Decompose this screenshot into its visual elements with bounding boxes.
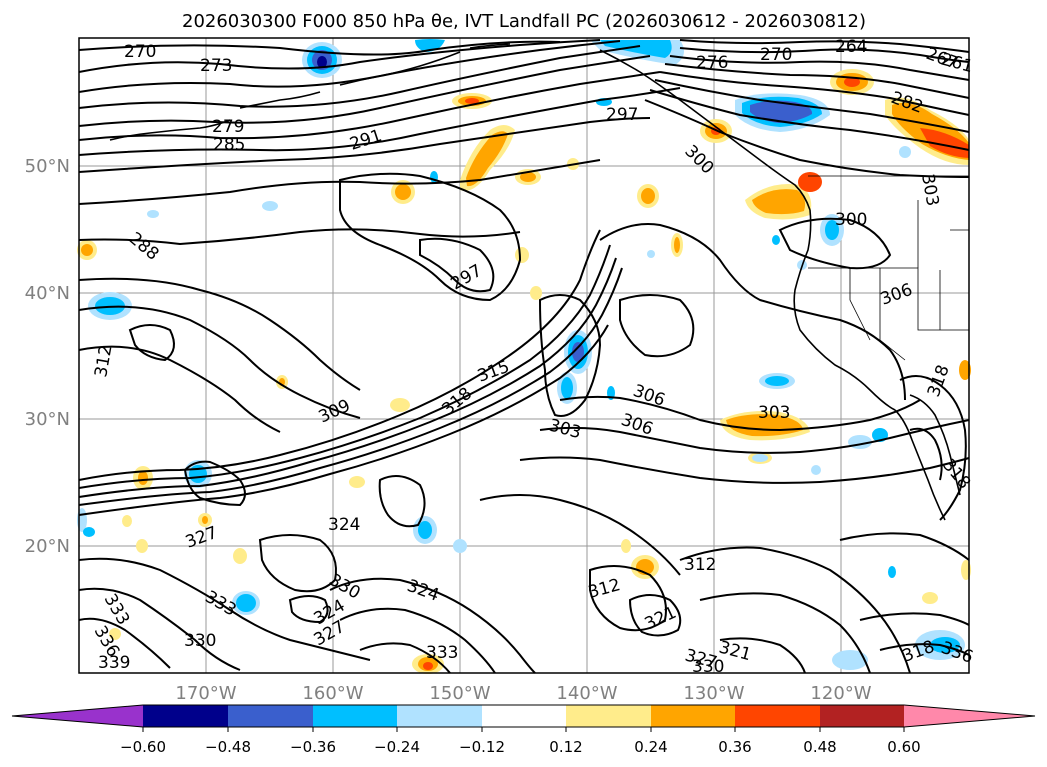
colorbar-ticks bbox=[142, 727, 905, 732]
contour-label: 264 bbox=[835, 37, 867, 57]
map-title: 2026030300 F000 850 hPa θe, IVT Landfall… bbox=[182, 11, 866, 32]
colorbar-segment bbox=[566, 705, 651, 727]
map-frame bbox=[78, 37, 970, 674]
contour-label: 276 bbox=[696, 53, 728, 73]
colorbar-tick-label: −0.12 bbox=[459, 738, 505, 756]
colorbar-upper-extension bbox=[904, 705, 1035, 727]
colorbar-tick-label: −0.24 bbox=[374, 738, 420, 756]
latitude-labels: 50°N 40°N 30°N 20°N bbox=[25, 156, 70, 557]
lon-label-150w: 150°W bbox=[429, 683, 490, 704]
colorbar-tick-label: 0.36 bbox=[718, 738, 751, 756]
lon-label-160w: 160°W bbox=[302, 683, 363, 704]
negative-anomaly-patches bbox=[77, 39, 965, 670]
colorbar-segment bbox=[228, 705, 313, 727]
state-borders bbox=[808, 175, 969, 361]
lon-label-170w: 170°W bbox=[175, 683, 236, 704]
map-plot-area bbox=[79, 38, 969, 673]
colorbar-tick-label: −0.48 bbox=[205, 738, 251, 756]
colorbar: −0.60 −0.48 −0.36 −0.24 −0.12 0.12 0.24 … bbox=[11, 704, 1036, 756]
lat-label-50n: 50°N bbox=[25, 156, 70, 177]
contour-label: 270 bbox=[124, 42, 156, 62]
colorbar-tick-label: 0.48 bbox=[803, 738, 836, 756]
lon-label-140w: 140°W bbox=[556, 683, 617, 704]
coastlines bbox=[109, 43, 961, 521]
colorbar-segment bbox=[397, 705, 482, 727]
map-gridlines bbox=[79, 38, 969, 673]
colorbar-tick-label: 0.24 bbox=[634, 738, 667, 756]
contour-label: 300 bbox=[835, 210, 867, 230]
contour-label: 270 bbox=[760, 45, 792, 65]
contour-label: 303 bbox=[758, 403, 790, 423]
contour-label: 297 bbox=[606, 105, 638, 125]
contour-label: 339 bbox=[98, 653, 130, 673]
lon-label-120w: 120°W bbox=[810, 683, 871, 704]
colorbar-segment bbox=[482, 705, 566, 727]
contour-label: 324 bbox=[328, 515, 360, 535]
colorbar-tick-label: −0.36 bbox=[290, 738, 336, 756]
lat-label-30n: 30°N bbox=[25, 409, 70, 430]
colorbar-segment bbox=[820, 705, 904, 727]
contour-label: 330 bbox=[184, 631, 216, 651]
colorbar-tick-labels: −0.60 −0.48 −0.36 −0.24 −0.12 0.12 0.24 … bbox=[120, 738, 921, 756]
theta-e-contours bbox=[78, 39, 970, 674]
colorbar-tick-label: 0.60 bbox=[887, 738, 920, 756]
contour-label: 279 bbox=[212, 117, 244, 137]
contour-label: 285 bbox=[213, 135, 245, 155]
colorbar-tick-label: −0.60 bbox=[120, 738, 166, 756]
colorbar-segment bbox=[735, 705, 820, 727]
lon-label-130w: 130°W bbox=[683, 683, 744, 704]
colorbar-segment bbox=[313, 705, 397, 727]
contour-label: 312 bbox=[684, 555, 716, 575]
lat-label-20n: 20°N bbox=[25, 536, 70, 557]
contour-label: 273 bbox=[200, 56, 232, 76]
longitude-labels: 170°W 160°W 150°W 140°W 130°W 120°W bbox=[175, 683, 871, 704]
colorbar-segment bbox=[651, 705, 735, 727]
contour-label: 330 bbox=[692, 657, 724, 677]
contour-label: 333 bbox=[426, 643, 458, 663]
colorbar-tick-label: 0.12 bbox=[549, 738, 582, 756]
colorbar-segment bbox=[143, 705, 228, 727]
lat-label-40n: 40°N bbox=[25, 283, 70, 304]
colorbar-lower-extension bbox=[12, 705, 143, 727]
